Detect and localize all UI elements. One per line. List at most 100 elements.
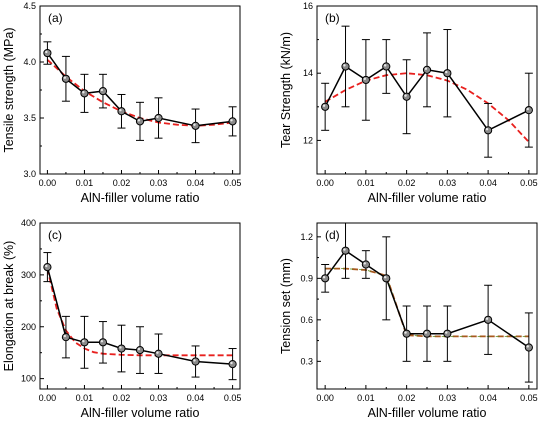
data-point xyxy=(228,360,237,369)
data-point xyxy=(191,357,200,366)
chart-panel-4: 0.00 0.01 0.02 0.03 0.04 0.05 0.3 0.6 0.9 1.2 AlN-… xyxy=(279,222,538,420)
x-tick-label: 0.05 xyxy=(520,178,538,188)
data-point-highlight xyxy=(119,108,122,112)
x-tick-label: 0.04 xyxy=(187,178,205,188)
data-point-highlight xyxy=(137,119,141,122)
data-point xyxy=(98,87,108,96)
data-point-highlight xyxy=(404,331,407,334)
x-tick-label: 0.01 xyxy=(357,178,375,188)
data-point-highlight xyxy=(45,50,48,54)
x-tick-label: 0.03 xyxy=(439,178,457,188)
data-point xyxy=(135,117,145,126)
data-point-highlight xyxy=(82,91,85,94)
x-tick-label: 0.01 xyxy=(357,393,375,403)
y-tick-label: 100 xyxy=(21,374,36,384)
x-axis-label: AlN-filler volume ratio xyxy=(368,406,487,420)
data-point xyxy=(402,329,411,338)
data-point-highlight xyxy=(383,276,387,279)
data-point-highlight xyxy=(100,88,104,92)
x-tick-label: 0.00 xyxy=(39,393,57,403)
x-tick-label: 0.00 xyxy=(316,178,334,188)
data-point-highlight xyxy=(363,77,366,81)
x-tick-label: 0.02 xyxy=(113,393,131,403)
data-point xyxy=(154,349,163,358)
y-tick-label: 300 xyxy=(21,270,36,280)
chart-panel-3: 0.00 0.01 0.02 0.03 0.04 0.05 100 200 300 400 AlN-… xyxy=(2,218,241,420)
y-tick-label: 0.6 xyxy=(300,315,313,325)
x-tick-label: 0.03 xyxy=(439,393,457,403)
data-point-highlight xyxy=(119,346,122,349)
data-point-highlight xyxy=(45,264,48,268)
data-point xyxy=(524,343,533,352)
data-point-highlight xyxy=(156,115,159,119)
panel-label: (a) xyxy=(48,11,63,25)
data-point xyxy=(80,89,89,98)
data-point xyxy=(361,260,370,269)
y-tick-label: 3.0 xyxy=(23,169,36,179)
x-tick-label: 0.05 xyxy=(224,393,242,403)
data-point xyxy=(61,74,71,83)
data-point-highlight xyxy=(424,67,428,70)
data-point xyxy=(382,62,391,71)
x-tick-label: 0.03 xyxy=(150,178,168,188)
data-point xyxy=(228,117,237,126)
data-point xyxy=(98,338,108,347)
data-point xyxy=(43,262,52,272)
panel-label: (d) xyxy=(325,228,340,242)
fit-curve xyxy=(46,268,233,357)
data-point-highlight xyxy=(193,123,196,126)
data-point xyxy=(484,315,493,324)
data-point-highlight xyxy=(156,351,159,354)
data-point-highlight xyxy=(343,248,346,251)
data-point-highlight xyxy=(485,317,489,320)
data-point xyxy=(80,338,89,347)
x-tick-label: 0.01 xyxy=(76,393,94,403)
x-tick-label: 0.04 xyxy=(187,393,205,403)
x-tick-label: 0.02 xyxy=(398,178,416,188)
data-point xyxy=(117,107,126,116)
data-point-highlight xyxy=(485,128,489,131)
data-point-highlight xyxy=(193,359,196,362)
chart-panel-2: 0.00 0.01 0.02 0.03 0.04 0.05 12 14 16 AlN-filler… xyxy=(279,1,538,205)
data-point xyxy=(321,102,330,111)
data-point xyxy=(524,106,533,115)
y-tick-label: 12 xyxy=(303,135,313,145)
data-point-highlight xyxy=(322,276,326,279)
data-point xyxy=(422,329,432,338)
data-point xyxy=(43,48,52,58)
chart-panel-1: 0.00 0.01 0.02 0.03 0.04 0.05 3.0 3.5 4.0 4.5 AlN-… xyxy=(2,1,241,205)
data-point xyxy=(402,92,411,101)
data-point-highlight xyxy=(63,76,67,79)
y-tick-label: 14 xyxy=(303,68,313,78)
y-tick-label: 0.3 xyxy=(300,356,313,366)
data-point xyxy=(117,344,126,353)
data-point xyxy=(422,65,432,74)
x-tick-label: 0.00 xyxy=(39,178,57,188)
y-tick-label: 4.0 xyxy=(23,57,36,67)
data-point xyxy=(341,62,350,71)
x-tick-label: 0.04 xyxy=(479,393,497,403)
y-tick-label: 0.9 xyxy=(300,273,313,283)
y-tick-label: 1.2 xyxy=(300,232,313,242)
x-tick-label: 0.01 xyxy=(76,178,94,188)
data-point xyxy=(382,274,391,283)
data-point-highlight xyxy=(424,331,428,334)
y-tick-label: 400 xyxy=(21,218,36,228)
data-point-highlight xyxy=(137,347,141,351)
y-tick-label: 3.5 xyxy=(23,113,36,123)
data-point xyxy=(341,246,350,255)
x-axis-label: AlN-filler volume ratio xyxy=(81,406,200,420)
data-point xyxy=(321,274,330,283)
data-point xyxy=(135,345,145,355)
data-point xyxy=(191,121,200,130)
x-axis-label: AlN-filler volume ratio xyxy=(368,191,487,205)
y-tick-label: 4.5 xyxy=(23,1,36,11)
data-point xyxy=(61,333,71,342)
x-tick-label: 0.04 xyxy=(479,178,497,188)
y-axis-label: Elongation at break (%) xyxy=(2,241,16,372)
x-tick-label: 0.03 xyxy=(150,393,168,403)
data-point-highlight xyxy=(82,340,85,343)
y-tick-label: 200 xyxy=(21,322,36,332)
data-point-highlight xyxy=(63,334,67,338)
